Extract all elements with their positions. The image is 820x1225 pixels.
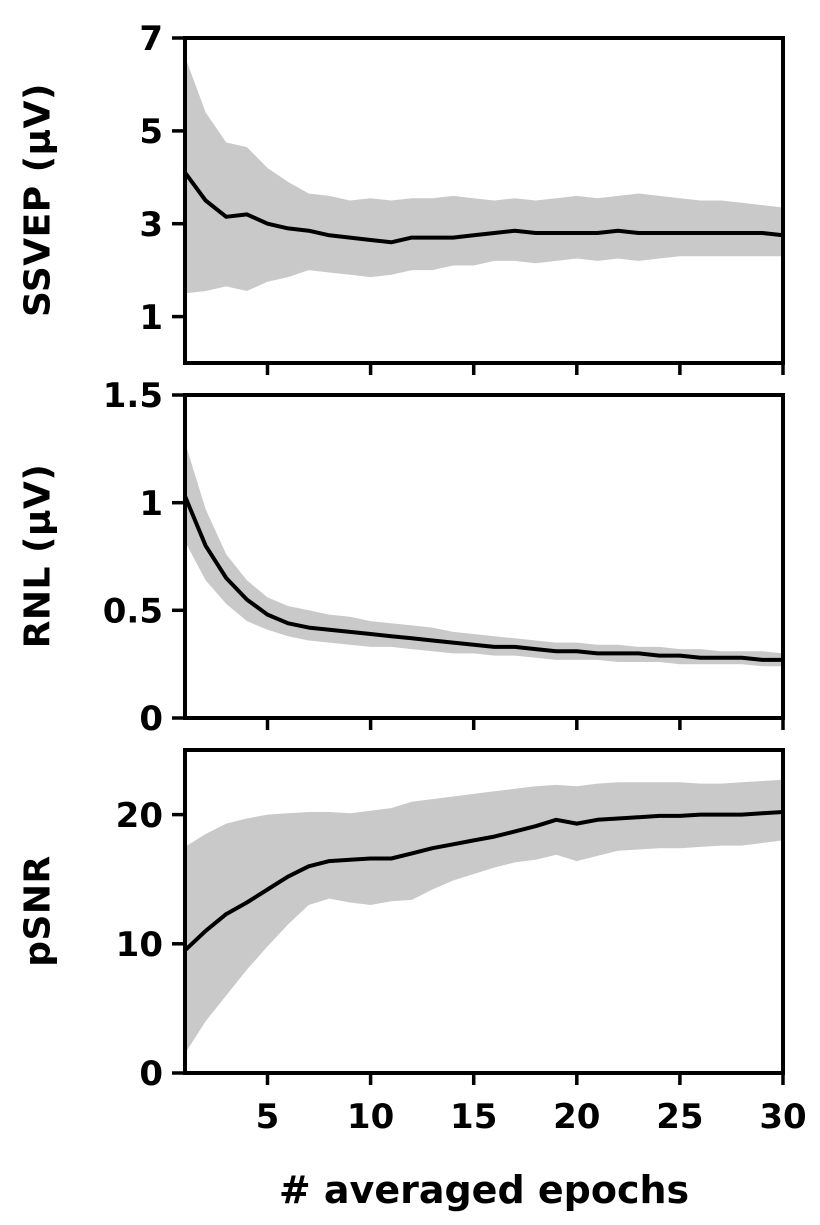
y-tick-label: 0 [139,1054,163,1094]
y-tick-label: 1 [139,298,163,338]
y-tick-label: 0.5 [103,592,163,632]
x-tick-label: 25 [656,1097,703,1137]
y-tick-label: 7 [139,19,163,59]
x-tick-label: 30 [759,1097,806,1137]
panel-1: 0 0.5 1 1.5 [103,376,785,739]
ssvep-axis-label: SSVEP (μV) [17,83,59,317]
y-tick-label: 3 [139,205,163,245]
y-tick-label: 5 [139,112,163,152]
y-tick-label: 1 [139,484,163,524]
mean-line [183,494,785,662]
x-axis-label: # averaged epochs [278,1168,690,1212]
y-tick-label: 0 [139,699,163,739]
y-tick-label: 20 [116,796,163,836]
x-axis-ticks: 5 10 15 20 25 30 [256,1097,807,1137]
psnr-axis-label: pSNR [17,855,59,967]
x-tick-label: 5 [256,1097,280,1137]
plot-frame [183,393,785,720]
plot-frame [183,36,785,365]
mean-line [183,170,785,245]
confidence-band [185,56,783,294]
y-tick-label: 10 [116,925,163,965]
x-tick-label: 10 [347,1097,394,1137]
plot-frame [183,748,785,1075]
confidence-band [185,442,783,667]
y-tick-label: 1.5 [103,376,163,416]
x-tick-label: 15 [450,1097,497,1137]
x-tick-label: 20 [553,1097,600,1137]
rnl-axis-label: RNL (μV) [17,463,59,649]
mean-line [183,810,785,953]
panel-0: 1 3 5 7 [139,19,785,375]
confidence-band [185,779,783,1054]
panel-2: 0 10 20 [116,748,785,1094]
